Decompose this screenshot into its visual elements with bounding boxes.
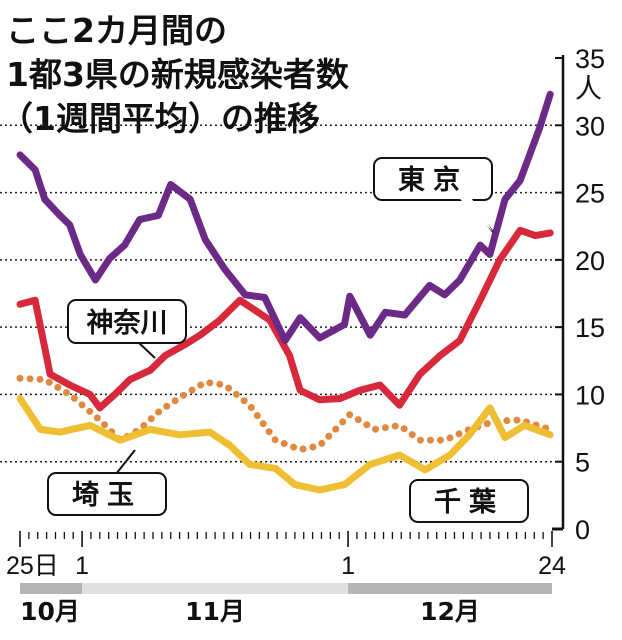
month-label: 12月 — [420, 597, 480, 626]
chart-title-line-3: （1週間平均）の推移 — [0, 99, 320, 138]
chart-title-line-1: ここ2カ月間の — [6, 11, 227, 50]
series-line-0 — [16, 90, 554, 345]
y-tick-label: 5 — [575, 448, 590, 478]
x-tick-label: 1 — [75, 552, 89, 580]
callout-saitama: 埼玉 — [47, 449, 167, 516]
series-line-3 — [16, 374, 554, 454]
y-tick-label: 20 — [575, 246, 605, 276]
series-line-1 — [16, 226, 554, 412]
y-tick-label: 0 — [575, 515, 590, 545]
y-tick-label: 30 — [575, 111, 605, 141]
y-tick-label: 15 — [575, 313, 605, 343]
label-chiba: 千葉 — [434, 487, 504, 518]
callout-chiba: 千葉 — [409, 479, 529, 523]
month-bar: 10月 11月 12月 — [20, 583, 552, 626]
month-label: 10月 — [20, 597, 80, 626]
x-tick-label: 1 — [341, 552, 355, 580]
y-unit-label: 人 — [575, 74, 602, 104]
series-lines — [16, 90, 554, 494]
x-tick-label: 24 — [538, 552, 566, 580]
x-axis: 25日 1 1 24 — [6, 531, 566, 580]
y-tick-label: 25 — [575, 179, 605, 209]
month-segment — [20, 583, 83, 594]
callout-kanagawa: 神奈川 — [67, 299, 187, 359]
month-label: 11月 — [185, 597, 245, 626]
label-saitama: 埼玉 — [72, 480, 142, 511]
x-tick-label: 25日 — [6, 552, 59, 580]
y-tick-label: 35 — [575, 44, 605, 74]
label-tokyo: 東京 — [398, 164, 468, 196]
callout-tokyo: 東京 — [373, 157, 494, 233]
y-tick-label: 10 — [575, 380, 605, 410]
series-line-2 — [16, 395, 554, 494]
chart-title-line-2: 1都3県の新規感染者数 — [6, 55, 350, 94]
label-kanagawa: 神奈川 — [87, 308, 168, 339]
month-segment — [348, 583, 552, 594]
month-segment — [82, 583, 349, 594]
y-ticks: 0 5 10 15 20 25 30 35 — [552, 44, 605, 545]
